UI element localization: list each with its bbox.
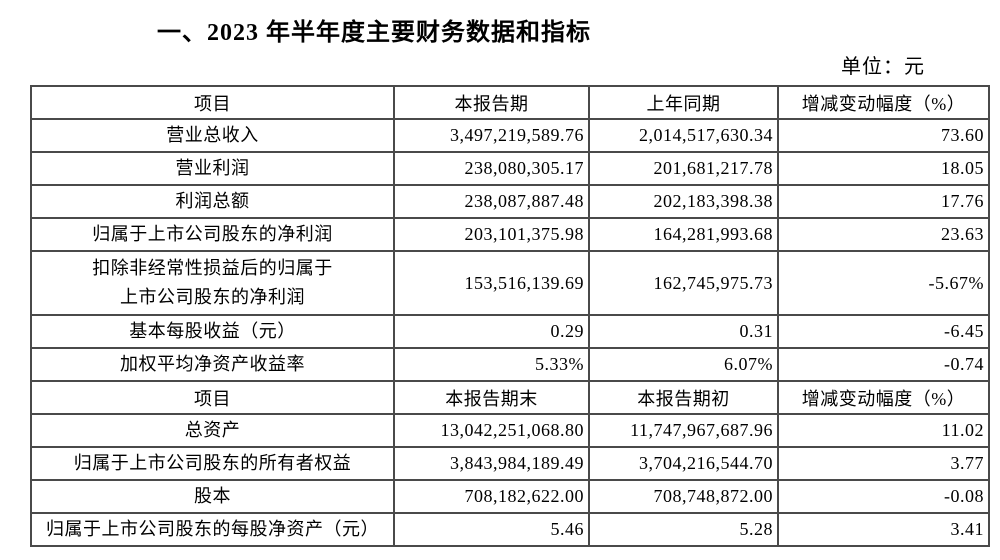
table-row: 营业利润 238,080,305.17 201,681,217.78 18.05: [30, 151, 990, 186]
row-item-label: 基本每股收益（元）: [30, 314, 395, 349]
row-item-label: 归属于上市公司股东的每股净资产（元）: [30, 512, 395, 547]
table-row: 加权平均净资产收益率 5.33% 6.07% -0.74: [30, 347, 990, 382]
column-header: 项目: [30, 380, 395, 415]
row-value-prior: 5.28: [588, 512, 779, 547]
row-value-change: 73.60: [777, 118, 990, 153]
row-item-label: 营业利润: [30, 151, 395, 186]
table-header-row: 项目 本报告期末 本报告期初 增减变动幅度（%）: [30, 380, 990, 415]
row-value-change: -5.67%: [777, 250, 990, 316]
row-value-prior: 2,014,517,630.34: [588, 118, 779, 153]
column-header: 本报告期末: [393, 380, 590, 415]
row-value-prior: 164,281,993.68: [588, 217, 779, 252]
column-header: 增减变动幅度（%）: [777, 380, 990, 415]
row-value-current: 3,843,984,189.49: [393, 446, 590, 481]
table-row: 总资产 13,042,251,068.80 11,747,967,687.96 11.…: [30, 413, 990, 448]
row-item-label: 加权平均净资产收益率: [30, 347, 395, 382]
table-row: 利润总额 238,087,887.48 202,183,398.38 17.76: [30, 184, 990, 219]
row-value-current: 203,101,375.98: [393, 217, 590, 252]
row-value-change: -0.08: [777, 479, 990, 514]
row-value-prior: 202,183,398.38: [588, 184, 779, 219]
row-item-label: 归属于上市公司股东的所有者权益: [30, 446, 395, 481]
row-value-prior: 201,681,217.78: [588, 151, 779, 186]
row-item-label: 营业总收入: [30, 118, 395, 153]
row-item-label: 归属于上市公司股东的净利润: [30, 217, 395, 252]
row-value-change: 3.41: [777, 512, 990, 547]
table-row: 归属于上市公司股东的每股净资产（元） 5.46 5.28 3.41: [30, 512, 990, 547]
row-value-change: 3.77: [777, 446, 990, 481]
row-value-change: 11.02: [777, 413, 990, 448]
table-row: 股本 708,182,622.00 708,748,872.00 -0.08: [30, 479, 990, 514]
column-header: 项目: [30, 85, 395, 120]
table-row: 基本每股收益（元） 0.29 0.31 -6.45: [30, 314, 990, 349]
financial-table: 项目 本报告期 上年同期 增减变动幅度（%） 营业总收入 3,497,219,589.76…: [30, 85, 990, 547]
unit-label: 单位：元: [841, 56, 925, 78]
row-value-change: 18.05: [777, 151, 990, 186]
row-value-prior: 0.31: [588, 314, 779, 349]
section-title: 一、2023 年半年度主要财务数据和指标: [157, 20, 591, 46]
table-row: 归属于上市公司股东的净利润 203,101,375.98 164,281,993.6…: [30, 217, 990, 252]
row-value-current: 238,087,887.48: [393, 184, 590, 219]
table-header-row: 项目 本报告期 上年同期 增减变动幅度（%）: [30, 85, 990, 120]
row-value-current: 5.33%: [393, 347, 590, 382]
row-value-prior: 3,704,216,544.70: [588, 446, 779, 481]
table-row: 归属于上市公司股东的所有者权益 3,843,984,189.49 3,704,216…: [30, 446, 990, 481]
row-value-prior: 162,745,975.73: [588, 250, 779, 316]
row-item-label: 利润总额: [30, 184, 395, 219]
row-value-change: 17.76: [777, 184, 990, 219]
row-value-current: 153,516,139.69: [393, 250, 590, 316]
row-value-current: 0.29: [393, 314, 590, 349]
row-value-prior: 708,748,872.00: [588, 479, 779, 514]
row-value-change: -6.45: [777, 314, 990, 349]
row-value-current: 238,080,305.17: [393, 151, 590, 186]
row-value-current: 13,042,251,068.80: [393, 413, 590, 448]
column-header: 本报告期初: [588, 380, 779, 415]
row-item-label: 扣除非经常性损益后的归属于 上市公司股东的净利润: [30, 250, 395, 316]
row-value-change: -0.74: [777, 347, 990, 382]
row-item-label: 股本: [30, 479, 395, 514]
row-item-label: 总资产: [30, 413, 395, 448]
column-header: 上年同期: [588, 85, 779, 120]
row-value-current: 5.46: [393, 512, 590, 547]
column-header: 增减变动幅度（%）: [777, 85, 990, 120]
column-header: 本报告期: [393, 85, 590, 120]
row-value-prior: 6.07%: [588, 347, 779, 382]
row-value-prior: 11,747,967,687.96: [588, 413, 779, 448]
row-value-current: 708,182,622.00: [393, 479, 590, 514]
row-value-change: 23.63: [777, 217, 990, 252]
table-row: 扣除非经常性损益后的归属于 上市公司股东的净利润 153,516,139.69 162…: [30, 250, 990, 316]
row-value-current: 3,497,219,589.76: [393, 118, 590, 153]
table-row: 营业总收入 3,497,219,589.76 2,014,517,630.34 73.…: [30, 118, 990, 153]
financial-table-body: 项目 本报告期 上年同期 增减变动幅度（%） 营业总收入 3,497,219,589.76…: [30, 85, 990, 547]
